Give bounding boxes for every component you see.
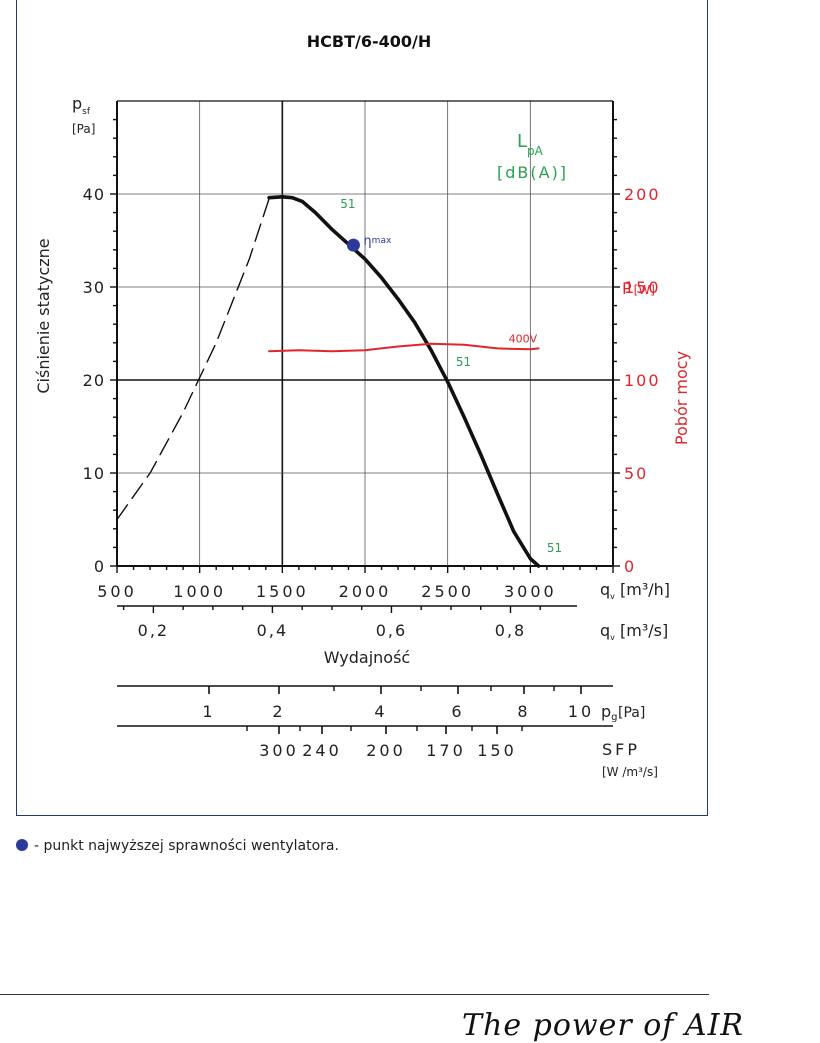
x-tick-label-3000: 3000 xyxy=(504,582,557,601)
x-axis-unit: [m³/h] xyxy=(620,580,670,599)
eta-max-label: ηmax xyxy=(363,234,392,249)
y-tick-label-40: 40 xyxy=(83,185,105,204)
y-tick-label-20: 20 xyxy=(83,371,105,390)
sfp-axis-unit: [W /m³/s] xyxy=(602,765,658,779)
legend-note: - punkt najwyższej sprawności wentylator… xyxy=(16,838,339,854)
y-tick-label-30: 30 xyxy=(83,278,105,297)
pg-tick-label-4: 4 xyxy=(374,702,387,721)
y-tick-label-10: 10 xyxy=(83,464,105,483)
m3s-tick-label-3: 0,8 xyxy=(495,621,526,640)
right-tick-label-200: 200 xyxy=(624,185,661,204)
brand-logo: The power of AIR xyxy=(462,1008,745,1043)
legend-note-text: - punkt najwyższej sprawności wentylator… xyxy=(34,838,339,854)
sfp-tick-label-200: 200 xyxy=(366,741,406,760)
series-line-2 xyxy=(268,342,540,353)
series-line-0 xyxy=(116,197,270,521)
x-tick-label-2000: 2000 xyxy=(339,582,392,601)
series-label-2: 400V xyxy=(509,332,538,345)
m3s-axis-symbol: qv xyxy=(600,621,615,642)
y-tick-label-0: 0 xyxy=(94,557,105,576)
pg-tick-label-10: 10 xyxy=(568,702,594,721)
lpa-unit: [dB(A)] xyxy=(497,163,568,182)
m3s-tick-label-1: 0,4 xyxy=(257,621,288,640)
footer-divider xyxy=(0,994,709,995)
right-tick-label-0: 0 xyxy=(624,557,636,576)
m3s-tick-label-2: 0,6 xyxy=(376,621,407,640)
x-axis-label: Wydajność xyxy=(324,648,410,667)
chart-frame: HCBT/6-400/H 0 10 20 30 40 500 1000 1500 2000 2500… xyxy=(16,0,708,816)
pg-tick-label-2: 2 xyxy=(272,702,285,721)
right-axis-label: Pobór mocy xyxy=(672,351,691,445)
right-tick-label-50: 50 xyxy=(624,464,648,483)
pg-axis-symbol: pg xyxy=(601,702,618,723)
chart-title: HCBT/6-400/H xyxy=(307,32,432,51)
x-tick-label-2500: 2500 xyxy=(421,582,474,601)
y-axis-symbol: psf xyxy=(72,94,91,117)
sfp-tick-label-300: 300 xyxy=(259,741,299,760)
sfp-tick-label-150: 150 xyxy=(477,741,517,760)
right-axis-symbol: P [W] xyxy=(622,279,655,298)
pg-tick-label-1: 1 xyxy=(202,702,215,721)
pg-tick-label-6: 6 xyxy=(451,702,464,721)
sfp-tick-label-240: 240 xyxy=(302,741,342,760)
y-axis-label: Ciśnienie statyczne xyxy=(34,238,53,393)
x-axis-symbol: qv xyxy=(600,580,615,601)
pg-tick-label-8: 8 xyxy=(517,702,530,721)
y-axis-unit: [Pa] xyxy=(72,122,95,136)
x-tick-label-1500: 1500 xyxy=(256,582,309,601)
eta-max-point xyxy=(346,238,360,252)
x-tick-label-500: 500 xyxy=(97,582,137,601)
m3s-tick-label-0: 0,2 xyxy=(138,621,169,640)
lpa-symbol: LpA xyxy=(517,131,544,158)
sfp-tick-label-170: 170 xyxy=(426,741,466,760)
lpa-value-label-0: 51 xyxy=(340,197,355,211)
lpa-value-label-1: 51 xyxy=(456,355,471,369)
lpa-value-label-2: 51 xyxy=(547,541,562,555)
sfp-axis-label: SFP xyxy=(602,740,640,759)
right-tick-label-100: 100 xyxy=(624,371,661,390)
series-line-1 xyxy=(267,195,541,568)
x-tick-label-1000: 1000 xyxy=(173,582,226,601)
m3s-axis-unit: [m³/s] xyxy=(620,621,668,640)
eta-max-marker-icon xyxy=(16,839,28,851)
right-tick-label-150: 150 xyxy=(624,278,661,297)
pg-axis-unit: [Pa] xyxy=(618,705,645,721)
